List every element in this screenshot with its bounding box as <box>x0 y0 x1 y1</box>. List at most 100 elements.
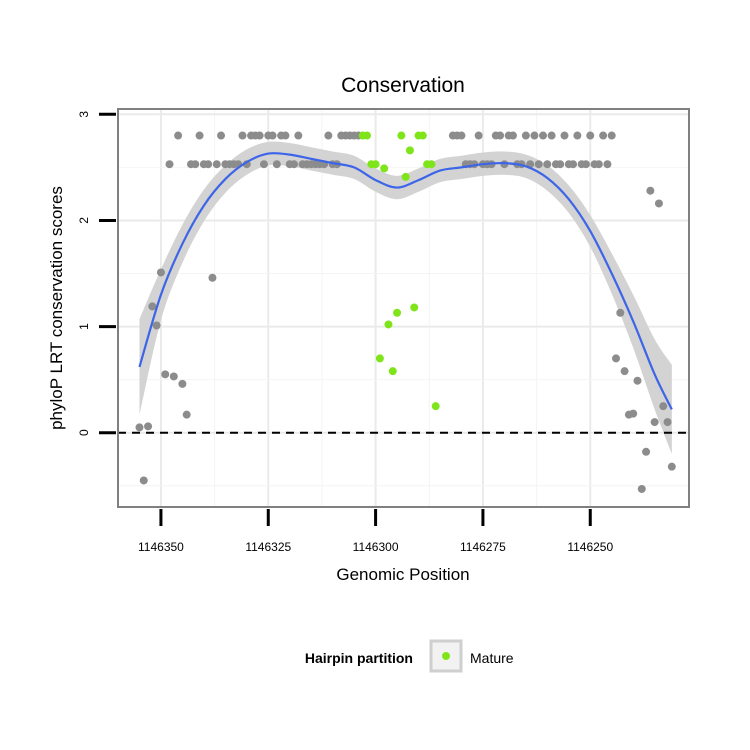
chart-title: Conservation <box>341 74 465 97</box>
legend-title: Hairpin partition <box>305 650 413 666</box>
x-axis: 1146350 1146325 1146300 1146275 1146250 <box>138 509 613 554</box>
point-other <box>612 354 621 363</box>
point-other <box>204 160 213 169</box>
point-other <box>165 160 174 169</box>
point-other <box>272 160 281 169</box>
point-other <box>191 160 200 169</box>
x-tick-label: 1146300 <box>353 540 399 554</box>
point-other <box>208 273 217 282</box>
y-tick-label: 1 <box>77 323 91 330</box>
legend-key-mature-dot <box>442 652 450 660</box>
point-mature <box>371 160 380 169</box>
point-other <box>556 160 565 169</box>
y-tick-label: 3 <box>77 111 91 118</box>
point-other <box>161 370 170 379</box>
point-other <box>139 476 148 485</box>
point-other <box>178 379 187 388</box>
x-tick-label: 1146275 <box>460 540 506 554</box>
point-other <box>569 160 578 169</box>
point-other <box>594 160 603 169</box>
x-tick-label: 1146350 <box>138 540 184 554</box>
point-other <box>616 308 625 317</box>
point-mature <box>375 354 384 363</box>
point-mature <box>427 160 436 169</box>
point-mature <box>431 402 440 411</box>
point-other <box>324 131 333 140</box>
point-other <box>650 418 659 427</box>
point-other <box>174 131 183 140</box>
point-other <box>581 160 590 169</box>
point-mature <box>380 164 389 173</box>
gridlines <box>118 109 689 507</box>
point-other <box>281 131 290 140</box>
point-other <box>255 131 264 140</box>
smooth-line-layer <box>138 151 673 410</box>
point-other <box>667 462 676 471</box>
point-mature <box>405 146 414 155</box>
y-tick-label: 0 <box>77 429 91 436</box>
point-other <box>521 131 530 140</box>
point-mature <box>410 303 419 312</box>
point-other <box>633 376 642 385</box>
point-other <box>474 131 483 140</box>
point-other <box>642 447 651 456</box>
point-mature <box>384 320 393 329</box>
point-other <box>169 372 178 381</box>
smooth-fit-line <box>138 151 673 410</box>
point-other <box>543 160 552 169</box>
point-other <box>560 131 569 140</box>
point-other <box>620 367 629 376</box>
point-mature <box>388 367 397 376</box>
point-other <box>607 131 616 140</box>
point-other <box>663 418 672 427</box>
point-other <box>496 131 505 140</box>
point-mature <box>418 131 427 140</box>
x-tick-label: 1146325 <box>245 540 291 554</box>
point-other <box>603 160 612 169</box>
point-other <box>637 484 646 493</box>
point-other <box>195 131 204 140</box>
point-other <box>212 160 221 169</box>
point-other <box>629 409 638 418</box>
legend: Hairpin partition Mature <box>305 639 514 673</box>
point-other <box>534 160 543 169</box>
point-other <box>599 131 608 140</box>
point-mature <box>363 131 372 140</box>
point-other <box>135 423 144 432</box>
y-axis: 0 1 2 3 <box>77 111 116 436</box>
point-other <box>152 321 161 330</box>
plot-panel-border <box>117 108 690 508</box>
point-other <box>290 160 299 169</box>
x-tick-label: 1146250 <box>567 540 613 554</box>
point-other <box>654 199 663 208</box>
point-other <box>508 131 517 140</box>
y-tick-label: 2 <box>77 217 91 224</box>
point-other <box>268 131 277 140</box>
point-other <box>182 410 191 419</box>
y-axis-title: phyloP LRT conservation scores <box>47 186 66 430</box>
legend-label-mature: Mature <box>470 650 514 666</box>
point-other <box>294 131 303 140</box>
point-other <box>144 422 153 431</box>
point-mature <box>401 172 410 181</box>
point-other <box>539 131 548 140</box>
confidence-ribbon-layer <box>139 141 672 454</box>
point-other <box>148 302 157 311</box>
point-other <box>238 131 247 140</box>
point-other <box>659 402 668 411</box>
point-other <box>573 131 582 140</box>
point-other <box>217 131 226 140</box>
point-mature <box>393 308 402 317</box>
point-other <box>259 160 268 169</box>
point-other <box>156 268 165 277</box>
point-other <box>457 131 466 140</box>
point-other <box>646 186 655 195</box>
legend-key-box <box>429 639 463 673</box>
point-mature <box>397 131 406 140</box>
confidence-ribbon <box>139 141 672 454</box>
x-axis-title: Genomic Position <box>336 565 469 584</box>
point-other <box>530 131 539 140</box>
point-other <box>547 131 556 140</box>
point-other <box>586 131 595 140</box>
